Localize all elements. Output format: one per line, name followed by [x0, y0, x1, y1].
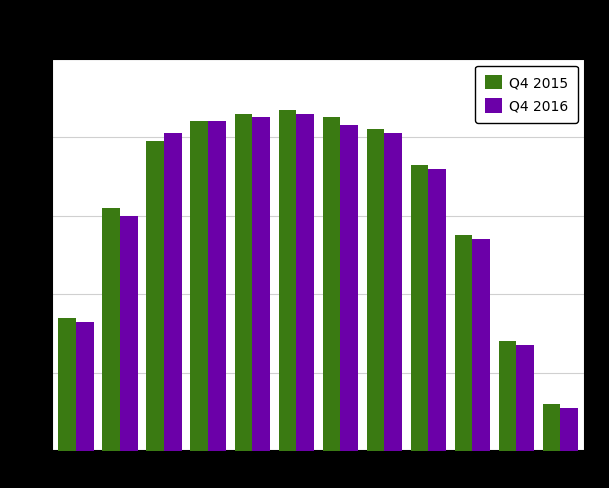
Bar: [191, 122, 208, 451]
Bar: [58, 318, 76, 451]
Bar: [340, 125, 358, 451]
Bar: [384, 133, 402, 451]
Bar: [208, 122, 226, 451]
Bar: [252, 118, 270, 451]
Bar: [323, 118, 340, 451]
Bar: [499, 342, 516, 451]
Bar: [455, 235, 473, 451]
Bar: [367, 129, 384, 451]
Bar: [516, 346, 534, 451]
Legend: Q4 2015, Q4 2016: Q4 2015, Q4 2016: [476, 65, 578, 123]
Bar: [473, 239, 490, 451]
Bar: [76, 322, 94, 451]
Bar: [102, 208, 120, 451]
Bar: [146, 141, 164, 451]
Bar: [120, 216, 138, 451]
Bar: [234, 114, 252, 451]
Bar: [560, 408, 578, 451]
Bar: [543, 404, 560, 451]
Bar: [164, 133, 181, 451]
Bar: [296, 114, 314, 451]
Bar: [410, 164, 428, 451]
Bar: [278, 110, 296, 451]
Bar: [428, 168, 446, 451]
